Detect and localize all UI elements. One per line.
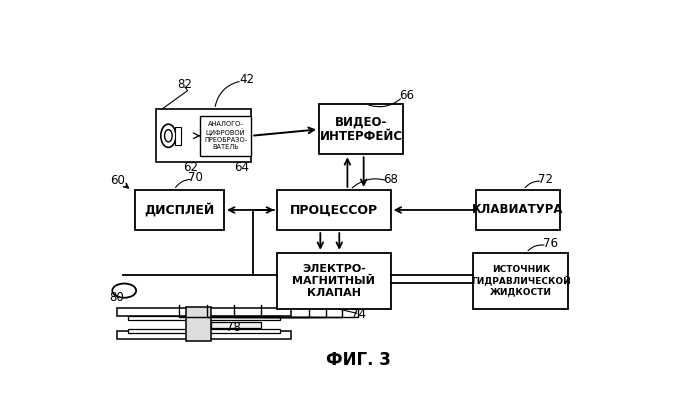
Text: 76: 76	[543, 237, 558, 251]
Text: ДИСПЛЕЙ: ДИСПЛЕЙ	[144, 203, 215, 217]
Text: ИСТОЧНИК
ГИДРАВЛИЧЕСКОЙ
ЖИДКОСТИ: ИСТОЧНИК ГИДРАВЛИЧЕСКОЙ ЖИДКОСТИ	[471, 265, 570, 297]
Text: 64: 64	[234, 160, 250, 173]
Ellipse shape	[164, 129, 172, 142]
Text: ФИГ. 3: ФИГ. 3	[326, 351, 391, 369]
Text: 74: 74	[351, 308, 366, 321]
Bar	[186, 307, 210, 341]
Bar	[128, 329, 280, 333]
Bar	[200, 116, 251, 156]
Bar	[277, 253, 391, 309]
Bar	[277, 190, 391, 230]
Bar	[117, 308, 291, 316]
Text: АНАЛОГО-
ЦИФРОВОЙ
ПРЕОБРАЗО-
ВАТЕЛЬ: АНАЛОГО- ЦИФРОВОЙ ПРЕОБРАЗО- ВАТЕЛЬ	[204, 121, 247, 150]
Bar	[117, 331, 291, 339]
Bar	[473, 253, 568, 309]
Bar	[128, 316, 280, 320]
Text: ЭЛЕКТРО-
МАГНИТНЫЙ
КЛАПАН: ЭЛЕКТРО- МАГНИТНЫЙ КЛАПАН	[292, 264, 375, 297]
Text: 42: 42	[240, 73, 254, 86]
Text: 62: 62	[183, 160, 198, 173]
Text: 82: 82	[178, 78, 192, 91]
Text: 70: 70	[188, 171, 203, 184]
Bar	[157, 109, 251, 163]
Text: 68: 68	[383, 173, 398, 186]
Text: 80: 80	[109, 291, 124, 304]
Text: 72: 72	[538, 173, 553, 186]
Bar	[476, 190, 560, 230]
Text: 78: 78	[226, 321, 241, 334]
Text: ВИДЕО-
ИНТЕРФЕЙС: ВИДЕО- ИНТЕРФЕЙС	[319, 115, 403, 143]
Ellipse shape	[161, 124, 176, 147]
Text: КЛАВИАТУРА: КЛАВИАТУРА	[473, 204, 564, 217]
Bar	[175, 127, 181, 145]
Bar	[135, 190, 224, 230]
Text: ПРОЦЕССОР: ПРОЦЕССОР	[290, 204, 378, 217]
Bar	[210, 322, 261, 328]
Text: 60: 60	[110, 174, 124, 187]
Text: 66: 66	[400, 89, 415, 102]
Bar	[319, 104, 403, 154]
